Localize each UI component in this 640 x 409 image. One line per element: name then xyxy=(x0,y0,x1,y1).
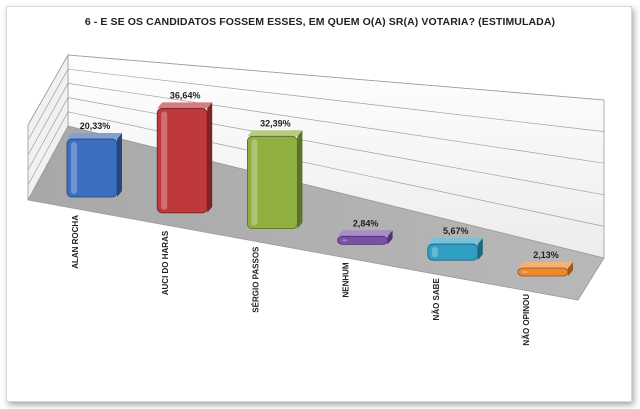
bar-front xyxy=(427,243,479,261)
data-label: 2,13% xyxy=(533,250,559,260)
bar-side xyxy=(297,130,303,229)
bar-front xyxy=(517,267,569,277)
bar-front xyxy=(156,107,208,214)
bar-side xyxy=(477,238,483,261)
bar-top xyxy=(427,238,483,245)
bar xyxy=(517,262,573,277)
category-label: ALAN ROCHA xyxy=(71,215,80,269)
gridline-side xyxy=(27,69,69,141)
bar-front xyxy=(246,135,298,229)
bar-highlight xyxy=(431,247,438,258)
bar xyxy=(337,230,393,245)
gridline-side xyxy=(27,97,69,171)
bar-highlight xyxy=(71,142,77,194)
bar-top xyxy=(157,102,213,109)
bar-highlight xyxy=(522,271,528,273)
bar-highlight xyxy=(341,239,348,242)
gridline xyxy=(67,68,605,132)
category-label: SÉRGIO PASSOS xyxy=(251,246,260,313)
bar-top xyxy=(67,133,122,140)
bar-front xyxy=(337,235,389,245)
gridline-side xyxy=(27,111,69,186)
bar-side xyxy=(387,230,393,245)
data-label: 32,39% xyxy=(260,118,291,128)
bar xyxy=(427,238,483,261)
bar-top xyxy=(247,130,303,137)
data-label: 2,84% xyxy=(353,218,379,228)
category-label: NENHUM xyxy=(342,262,351,297)
bar-highlight xyxy=(251,139,258,226)
gridline-side xyxy=(27,54,69,126)
bar xyxy=(156,102,213,214)
data-label: 36,64% xyxy=(170,90,201,100)
gridline xyxy=(67,54,605,101)
bar-top xyxy=(518,262,573,268)
bar-side xyxy=(117,133,122,197)
data-label: 20,33% xyxy=(80,121,111,131)
bar-front xyxy=(66,138,118,198)
gridline xyxy=(67,83,605,164)
bar xyxy=(246,130,303,229)
gridline-side xyxy=(27,83,69,156)
data-label: 5,67% xyxy=(443,226,469,236)
chart-title: 6 - E SE OS CANDIDATOS FOSSEM ESSES, EM … xyxy=(84,16,556,28)
bar-highlight xyxy=(161,111,168,210)
category-label: NÃO OPINOU xyxy=(522,294,531,346)
bar-side xyxy=(568,262,573,276)
category-label: NÃO SABE xyxy=(432,278,441,321)
category-label: AUCI DO HARAS xyxy=(161,230,170,295)
bar-top xyxy=(337,230,393,237)
bar xyxy=(66,133,122,198)
bar-side xyxy=(207,102,213,213)
